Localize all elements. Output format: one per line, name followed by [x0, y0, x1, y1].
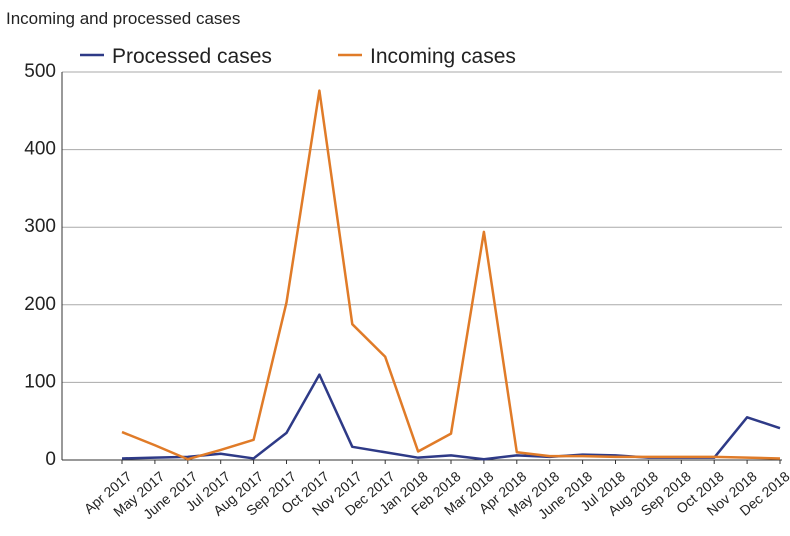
y-tick-label: 400	[24, 139, 56, 160]
y-tick-label: 300	[24, 216, 56, 237]
y-tick-label: 0	[45, 449, 56, 470]
series-line	[121, 89, 781, 461]
y-tick-label: 100	[24, 371, 56, 392]
legend-label: Incoming cases	[370, 45, 516, 68]
y-tick-label: 500	[24, 61, 56, 82]
chart-title: Incoming and processed cases	[6, 9, 240, 28]
legend-label: Processed cases	[112, 45, 272, 68]
y-tick-label: 200	[24, 294, 56, 315]
series-line	[121, 373, 781, 461]
legend: Processed cases Incoming cases	[80, 45, 516, 68]
